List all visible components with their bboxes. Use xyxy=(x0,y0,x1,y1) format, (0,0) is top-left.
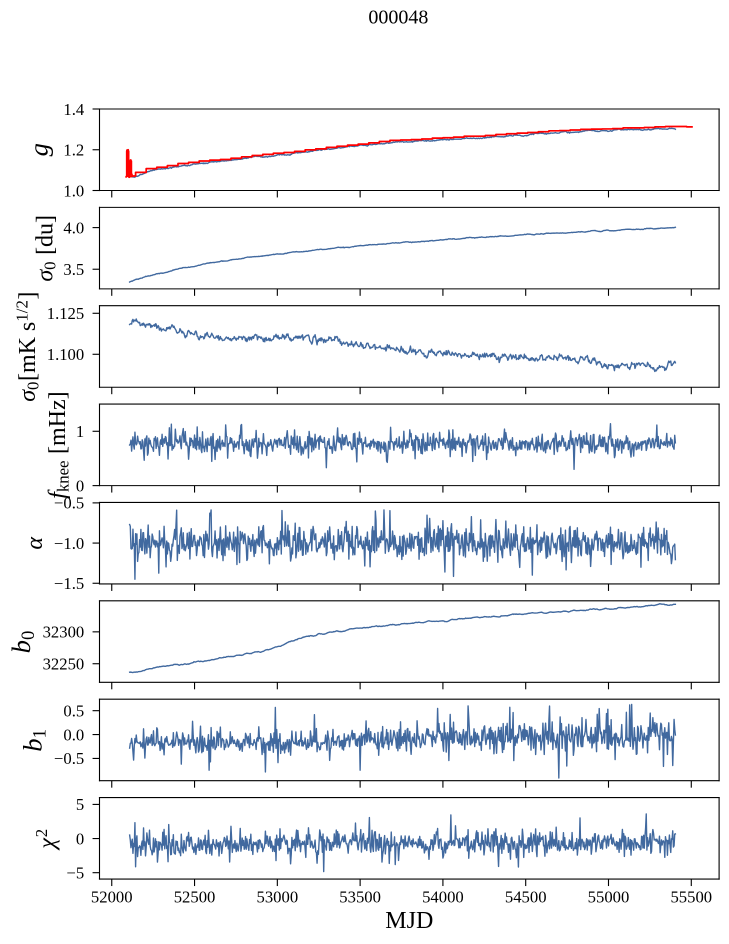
svg-text:MJD: MJD xyxy=(385,908,433,934)
svg-text:−0.5: −0.5 xyxy=(54,494,84,513)
svg-text:32250: 32250 xyxy=(43,655,85,674)
svg-text:52500: 52500 xyxy=(174,887,216,906)
svg-text:−0.5: −0.5 xyxy=(54,749,84,768)
svg-text:53000: 53000 xyxy=(257,887,299,906)
svg-text:55000: 55000 xyxy=(588,887,630,906)
svg-text:0: 0 xyxy=(76,829,84,848)
svg-text:52000: 52000 xyxy=(91,887,133,906)
svg-text:χ 2: χ 2 xyxy=(32,829,61,851)
svg-text:1.0: 1.0 xyxy=(63,181,84,200)
svg-text:α: α xyxy=(22,537,48,550)
svg-text:1: 1 xyxy=(76,422,84,441)
svg-text:0.5: 0.5 xyxy=(63,701,84,720)
svg-text:55500: 55500 xyxy=(670,887,712,906)
svg-text:4.0: 4.0 xyxy=(63,218,84,237)
svg-text:54000: 54000 xyxy=(422,887,464,906)
svg-text:−1.0: −1.0 xyxy=(54,534,84,553)
svg-text:3.5: 3.5 xyxy=(63,260,84,279)
svg-text:b 1: b 1 xyxy=(18,729,51,752)
svg-text:0.0: 0.0 xyxy=(63,725,84,744)
svg-text:g: g xyxy=(24,143,54,156)
svg-text:1.2: 1.2 xyxy=(63,141,84,160)
svg-text:f k n e: f k n e e [ m H z ] xyxy=(45,391,73,498)
svg-text:54500: 54500 xyxy=(505,887,547,906)
svg-text:−1.5: −1.5 xyxy=(54,574,84,593)
svg-text:5: 5 xyxy=(76,795,84,814)
svg-text:53500: 53500 xyxy=(339,887,381,906)
svg-text:32300: 32300 xyxy=(43,623,85,642)
svg-text:0: 0 xyxy=(76,476,84,495)
svg-text:1.125: 1.125 xyxy=(47,304,84,323)
svg-text:b 0: b 0 xyxy=(6,631,39,654)
svg-text:σ 0 [: σ 0 [ d u ] xyxy=(32,215,60,282)
svg-text:000048: 000048 xyxy=(368,6,428,28)
svg-text:1.4: 1.4 xyxy=(63,100,84,119)
svg-text:σ 0 1 /: σ 0 1 / 2 [ m K s ] xyxy=(8,292,44,402)
svg-text:1.100: 1.100 xyxy=(47,345,84,364)
svg-text:−5: −5 xyxy=(66,863,84,882)
